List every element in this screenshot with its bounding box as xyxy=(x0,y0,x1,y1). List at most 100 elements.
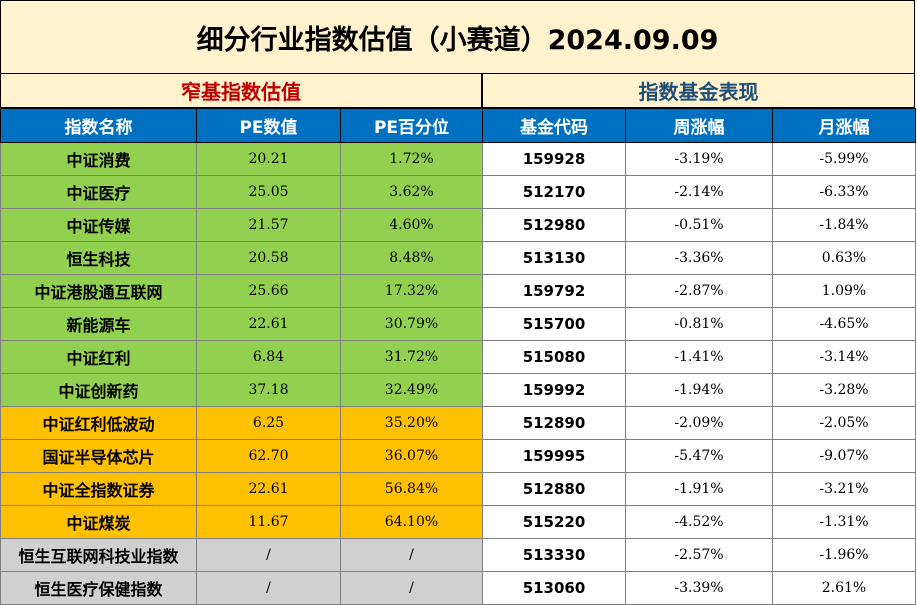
pe-value-cell: 11.67 xyxy=(196,505,341,539)
index-name-cell: 中证消费 xyxy=(0,142,197,176)
pe-value-cell: 25.66 xyxy=(196,274,341,308)
monthly-change-cell: -1.31% xyxy=(772,505,916,539)
pe-percentile-cell: / xyxy=(340,571,483,605)
pe-percentile-cell: 31.72% xyxy=(340,340,483,374)
table-row: 新能源车 22.61 30.79% 515700 -0.81% -4.65% xyxy=(0,307,916,341)
index-name-cell: 中证红利低波动 xyxy=(0,406,197,440)
table-row: 恒生互联网科技业指数 //513330 -2.57% -1.96% xyxy=(0,538,916,572)
table-row: 中证全指数证券 22.61 56.84% 512880 -1.91% -3.21% xyxy=(0,472,916,506)
col-header-weekly-change: 周涨幅 xyxy=(625,108,773,143)
monthly-change-cell: 0.63% xyxy=(772,241,916,275)
pe-value-cell: 62.70 xyxy=(196,439,341,473)
monthly-change-cell: -5.99% xyxy=(772,142,916,176)
monthly-change-cell: -3.28% xyxy=(772,373,916,407)
fund-code-cell: 159992 xyxy=(482,373,626,407)
pe-percentile-cell: 3.62% xyxy=(340,175,483,209)
sheet-title: 细分行业指数估值（小赛道）2024.09.09 xyxy=(0,0,915,74)
pe-value-cell: 6.25 xyxy=(196,406,341,440)
index-name-cell: 恒生互联网科技业指数 xyxy=(0,538,197,572)
weekly-change-cell: -3.39% xyxy=(625,571,773,605)
col-header-pe-value: PE数值 xyxy=(196,108,341,143)
table-row: 中证创新药 37.18 32.49% 159992 -1.94% -3.28% xyxy=(0,373,916,407)
pe-value-cell: 25.05 xyxy=(196,175,341,209)
fund-code-cell: 513330 xyxy=(482,538,626,572)
weekly-change-cell: -4.52% xyxy=(625,505,773,539)
fund-code-cell: 513060 xyxy=(482,571,626,605)
weekly-change-cell: -5.47% xyxy=(625,439,773,473)
monthly-change-cell: -2.05% xyxy=(772,406,916,440)
monthly-change-cell: -3.14% xyxy=(772,340,916,374)
fund-code-cell: 512170 xyxy=(482,175,626,209)
table-row: 中证红利 6.84 31.72% 515080 -1.41% -3.14% xyxy=(0,340,916,374)
pe-value-cell: 22.61 xyxy=(196,307,341,341)
col-header-fund-code: 基金代码 xyxy=(482,108,626,143)
index-name-cell: 恒生科技 xyxy=(0,241,197,275)
pe-value-cell: 20.58 xyxy=(196,241,341,275)
fund-code-cell: 515080 xyxy=(482,340,626,374)
weekly-change-cell: -2.14% xyxy=(625,175,773,209)
table-row: 中证煤炭 11.67 64.10% 515220 -4.52% -1.31% xyxy=(0,505,916,539)
monthly-change-cell: -3.21% xyxy=(772,472,916,506)
weekly-change-cell: -2.57% xyxy=(625,538,773,572)
pe-percentile-cell: 4.60% xyxy=(340,208,483,242)
index-name-cell: 中证创新药 xyxy=(0,373,197,407)
fund-code-cell: 513130 xyxy=(482,241,626,275)
table-row: 中证传媒 21.57 4.60% 512980 -0.51% -1.84% xyxy=(0,208,916,242)
valuation-table: 指数名称 PE数值 PE百分位 基金代码 周涨幅 月涨幅 中证消费 20.21 1.… xyxy=(0,108,916,605)
table-row: 中证红利低波动 6.25 35.20% 512890 -2.09% -2.05% xyxy=(0,406,916,440)
weekly-change-cell: -1.94% xyxy=(625,373,773,407)
pe-percentile-cell: 64.10% xyxy=(340,505,483,539)
pe-percentile-cell: 17.32% xyxy=(340,274,483,308)
fund-code-cell: 512890 xyxy=(482,406,626,440)
pe-percentile-cell: 35.20% xyxy=(340,406,483,440)
weekly-change-cell: -0.81% xyxy=(625,307,773,341)
index-name-cell: 恒生医疗保健指数 xyxy=(0,571,197,605)
fund-code-cell: 515220 xyxy=(482,505,626,539)
monthly-change-cell: -4.65% xyxy=(772,307,916,341)
section-narrow-index-valuation: 窄基指数估值 xyxy=(0,74,482,108)
fund-code-cell: 159995 xyxy=(482,439,626,473)
fund-code-cell: 512980 xyxy=(482,208,626,242)
pe-percentile-cell: 30.79% xyxy=(340,307,483,341)
pe-percentile-cell: / xyxy=(340,538,483,572)
section-index-fund-performance: 指数基金表现 xyxy=(482,74,915,108)
table-row: 中证消费 20.21 1.72% 159928 -3.19% -5.99% xyxy=(0,142,916,176)
header-row: 指数名称 PE数值 PE百分位 基金代码 周涨幅 月涨幅 xyxy=(0,108,916,143)
index-name-cell: 中证红利 xyxy=(0,340,197,374)
index-name-cell: 中证港股通互联网 xyxy=(0,274,197,308)
weekly-change-cell: -2.09% xyxy=(625,406,773,440)
index-name-cell: 中证医疗 xyxy=(0,175,197,209)
weekly-change-cell: -1.41% xyxy=(625,340,773,374)
fund-code-cell: 159928 xyxy=(482,142,626,176)
index-name-cell: 中证传媒 xyxy=(0,208,197,242)
col-header-monthly-change: 月涨幅 xyxy=(772,108,916,143)
monthly-change-cell: 1.09% xyxy=(772,274,916,308)
table-row: 恒生科技 20.58 8.48% 513130 -3.36% 0.63% xyxy=(0,241,916,275)
fund-code-cell: 159792 xyxy=(482,274,626,308)
pe-value-cell: 6.84 xyxy=(196,340,341,374)
pe-value-cell: 37.18 xyxy=(196,373,341,407)
index-name-cell: 中证煤炭 xyxy=(0,505,197,539)
weekly-change-cell: -3.19% xyxy=(625,142,773,176)
table-row: 中证港股通互联网 25.66 17.32% 159792 -2.87% 1.09% xyxy=(0,274,916,308)
weekly-change-cell: -0.51% xyxy=(625,208,773,242)
pe-percentile-cell: 36.07% xyxy=(340,439,483,473)
fund-code-cell: 512880 xyxy=(482,472,626,506)
fund-code-cell: 515700 xyxy=(482,307,626,341)
index-name-cell: 国证半导体芯片 xyxy=(0,439,197,473)
col-header-index-name: 指数名称 xyxy=(0,108,197,143)
col-header-pe-percentile: PE百分位 xyxy=(340,108,483,143)
weekly-change-cell: -3.36% xyxy=(625,241,773,275)
pe-value-cell: 21.57 xyxy=(196,208,341,242)
index-name-cell: 中证全指数证券 xyxy=(0,472,197,506)
monthly-change-cell: -6.33% xyxy=(772,175,916,209)
pe-percentile-cell: 32.49% xyxy=(340,373,483,407)
pe-percentile-cell: 8.48% xyxy=(340,241,483,275)
monthly-change-cell: -9.07% xyxy=(772,439,916,473)
monthly-change-cell: -1.84% xyxy=(772,208,916,242)
weekly-change-cell: -1.91% xyxy=(625,472,773,506)
pe-value-cell: / xyxy=(196,571,341,605)
pe-value-cell: / xyxy=(196,538,341,572)
table-row: 中证医疗 25.05 3.62% 512170 -2.14% -6.33% xyxy=(0,175,916,209)
weekly-change-cell: -2.87% xyxy=(625,274,773,308)
